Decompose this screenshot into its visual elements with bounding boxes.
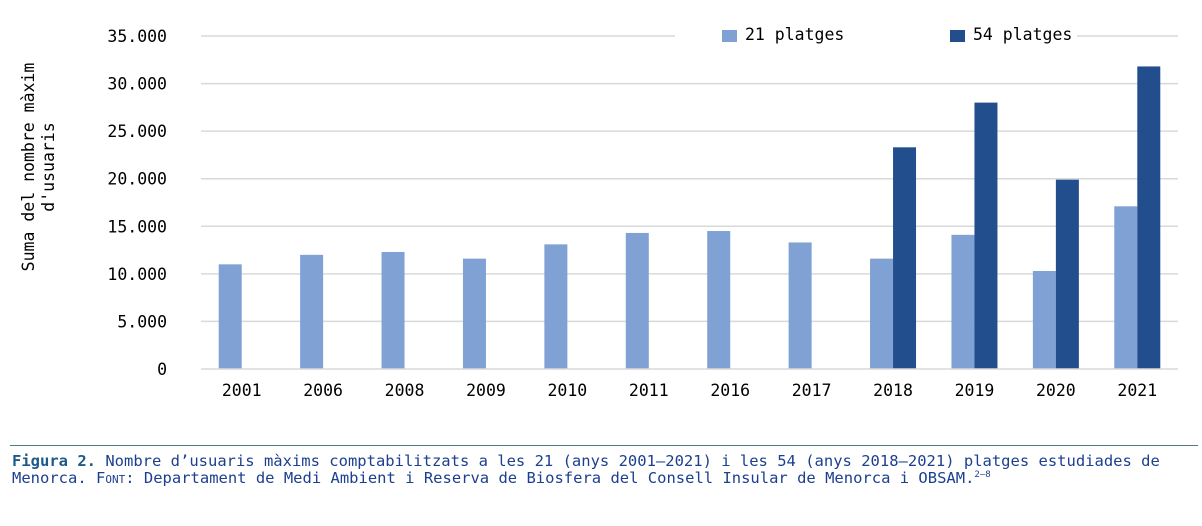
bar-54-2019 [974,102,998,369]
bar-54-2021 [1137,66,1161,370]
bar-21-2006 [300,254,324,369]
x-tick-label: 2018 [873,381,913,400]
legend-swatch-1 [722,30,737,42]
y-axis-title-line: Suma del nombre màxim [19,63,38,272]
figure-label: Figura 2. [12,452,96,470]
legend-background [675,18,1077,54]
y-tick-label: 15.000 [107,217,167,236]
caption-references: 2–8 [974,469,991,480]
x-tick-label: 2001 [222,381,262,400]
bar-21-2019 [951,234,975,369]
bars [218,66,1161,370]
y-tick-label: 10.000 [107,265,167,284]
bar-21-2008 [381,251,405,369]
x-axis-ticks: 2001 2006 2008 2009 2010 2011 2016 2017 2018 2019… [222,381,1157,400]
x-tick-label: 2009 [466,381,506,400]
bar-54-2020 [1055,179,1079,369]
bar-21-2011 [625,232,649,369]
figure-caption: Figura 2. Nombre d’usuaris màxims compta… [12,453,1192,487]
x-tick-label: 2017 [792,381,832,400]
y-tick-label: 25.000 [107,122,167,141]
bar-21-2021 [1114,206,1138,369]
gridlines [201,35,1178,323]
y-tick-label: 35.000 [107,27,167,46]
bar-21-2001 [218,264,242,369]
bar-21-2009 [462,258,486,369]
bar-chart: 0 5.000 10.000 15.000 20.000 25.000 30.000 35.0… [19,18,1178,400]
legend: 21 platges 54 platges [675,18,1077,54]
x-tick-label: 2021 [1117,381,1157,400]
legend-swatch-2 [950,30,965,42]
y-axis-title: Suma del nombre màxim d'usuaris [19,63,58,272]
bar-21-2010 [544,244,568,369]
series-1 [218,206,1138,369]
legend-label-1: 21 platges [745,25,844,44]
caption-text-1: Nombre d’usuaris màxims comptabilitzats … [12,452,1170,487]
bar-21-2018 [870,258,894,369]
bar-21-2016 [707,231,731,369]
bar-54-2018 [893,147,917,369]
x-tick-label: 2011 [629,381,669,400]
x-tick-label: 2008 [385,381,425,400]
legend-label-2: 54 platges [973,25,1072,44]
y-tick-label: 0 [157,360,167,379]
y-tick-label: 20.000 [107,170,167,189]
x-tick-label: 2010 [548,381,588,400]
x-tick-label: 2016 [710,381,750,400]
x-tick-label: 2020 [1036,381,1076,400]
caption-divider [10,445,1198,446]
caption-text-2: : Departament de Medi Ambient i Reserva … [125,469,975,487]
x-tick-label: 2006 [303,381,343,400]
x-tick-label: 2019 [955,381,995,400]
y-axis-title-line: d'usuaris [39,122,58,211]
series-2 [893,66,1161,370]
caption-font-word: Font [96,469,126,487]
y-tick-label: 30.000 [107,75,167,94]
y-tick-label: 5.000 [117,312,167,331]
bar-21-2017 [788,242,812,369]
y-axis-ticks: 0 5.000 10.000 15.000 20.000 25.000 30.000 35.0… [107,27,167,379]
bar-21-2020 [1032,271,1056,369]
